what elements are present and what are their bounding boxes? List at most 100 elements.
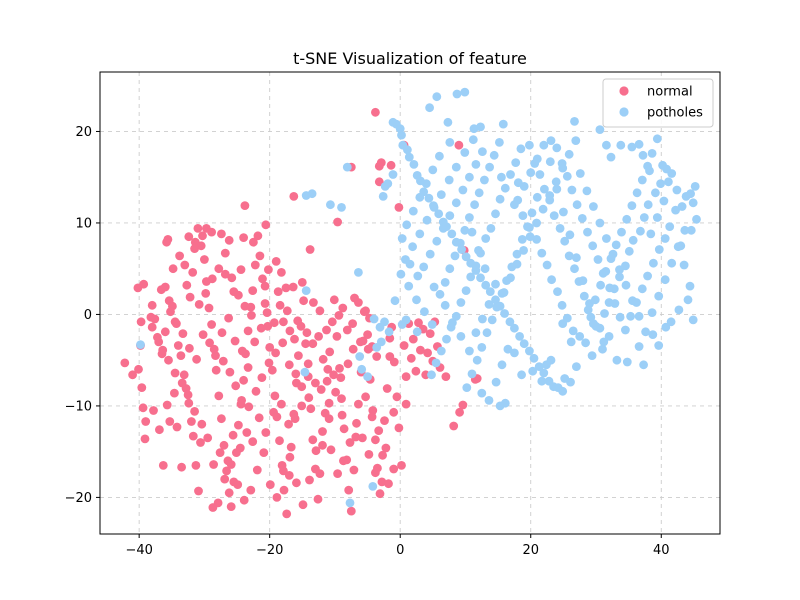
point-potholes: [534, 362, 544, 371]
point-potholes: [582, 186, 592, 196]
point-potholes: [445, 211, 455, 221]
point-normal: [222, 466, 232, 476]
point-normal: [202, 224, 211, 233]
point-potholes: [666, 317, 676, 327]
point-potholes: [376, 337, 386, 347]
point-potholes: [326, 200, 335, 210]
point-potholes: [558, 386, 568, 396]
point-potholes: [616, 140, 626, 150]
point-normal: [305, 245, 315, 254]
point-normal: [449, 421, 459, 431]
point-potholes: [425, 103, 434, 113]
point-normal: [401, 399, 411, 409]
x-tick-label: 40: [653, 543, 670, 558]
point-potholes: [634, 342, 644, 351]
point-potholes: [495, 138, 504, 147]
point-normal: [332, 332, 342, 341]
point-potholes: [641, 327, 650, 337]
point-potholes: [552, 143, 562, 153]
point-potholes: [643, 200, 653, 210]
point-potholes: [506, 273, 515, 283]
point-potholes: [692, 214, 701, 224]
point-normal: [298, 500, 308, 510]
x-tick-label: 20: [522, 543, 539, 558]
point-normal: [120, 358, 130, 368]
point-potholes: [436, 190, 446, 200]
point-normal: [323, 364, 333, 374]
point-potholes: [658, 160, 667, 170]
point-potholes: [451, 198, 461, 208]
point-potholes: [605, 283, 615, 293]
point-potholes: [429, 203, 439, 212]
point-normal: [149, 406, 158, 415]
point-normal: [235, 443, 245, 453]
axis-ticks: −40 −20 0 20 40 −20 −10 0 10 20: [65, 125, 670, 558]
point-potholes: [471, 160, 481, 169]
point-potholes: [471, 261, 481, 271]
point-potholes: [627, 201, 637, 211]
point-potholes: [444, 175, 454, 185]
point-potholes: [565, 230, 575, 240]
point-potholes: [636, 226, 645, 236]
point-normal: [290, 414, 300, 424]
point-normal: [354, 298, 363, 307]
point-normal: [260, 299, 270, 308]
point-potholes: [679, 260, 689, 270]
point-normal: [374, 177, 384, 187]
point-normal: [335, 364, 344, 373]
point-normal: [231, 381, 241, 391]
point-normal: [162, 237, 172, 247]
point-potholes: [448, 318, 457, 328]
point-normal: [349, 465, 359, 475]
x-tick-label: −40: [125, 543, 152, 558]
point-normal: [308, 435, 318, 445]
point-normal: [281, 283, 291, 293]
point-potholes: [481, 234, 491, 243]
point-potholes: [390, 296, 400, 306]
point-normal: [187, 417, 196, 426]
point-potholes: [591, 321, 601, 331]
point-normal: [311, 378, 320, 388]
point-potholes: [588, 241, 598, 251]
point-potholes: [688, 315, 698, 325]
point-normal: [256, 323, 266, 333]
point-potholes: [397, 320, 407, 329]
point-normal: [284, 419, 293, 429]
point-normal: [284, 360, 294, 370]
point-potholes: [518, 211, 528, 221]
point-potholes: [476, 273, 485, 283]
point-potholes: [404, 152, 414, 162]
point-potholes: [615, 312, 625, 322]
point-normal: [215, 448, 225, 457]
point-normal: [382, 384, 392, 393]
point-normal: [392, 392, 402, 402]
point-potholes: [491, 377, 501, 387]
point-normal: [374, 426, 384, 435]
point-normal: [168, 264, 178, 274]
point-normal: [344, 485, 354, 495]
point-potholes: [409, 160, 419, 169]
point-potholes: [495, 194, 505, 204]
point-potholes: [637, 175, 647, 185]
point-normal: [364, 450, 374, 459]
point-potholes: [654, 245, 664, 254]
point-potholes: [553, 287, 562, 296]
point-potholes: [572, 362, 581, 371]
point-potholes: [435, 289, 445, 299]
point-potholes: [560, 236, 570, 246]
point-potholes: [460, 225, 470, 235]
point-potholes: [615, 272, 624, 282]
point-normal: [150, 314, 160, 324]
point-potholes: [425, 249, 435, 259]
point-normal: [265, 343, 275, 352]
point-potholes: [517, 235, 527, 244]
point-potholes: [513, 195, 523, 205]
point-potholes: [468, 135, 478, 145]
point-potholes: [369, 314, 379, 324]
point-potholes: [598, 268, 608, 278]
point-potholes: [511, 158, 521, 168]
point-normal: [389, 357, 399, 367]
point-normal: [425, 329, 435, 338]
point-potholes: [575, 332, 585, 341]
